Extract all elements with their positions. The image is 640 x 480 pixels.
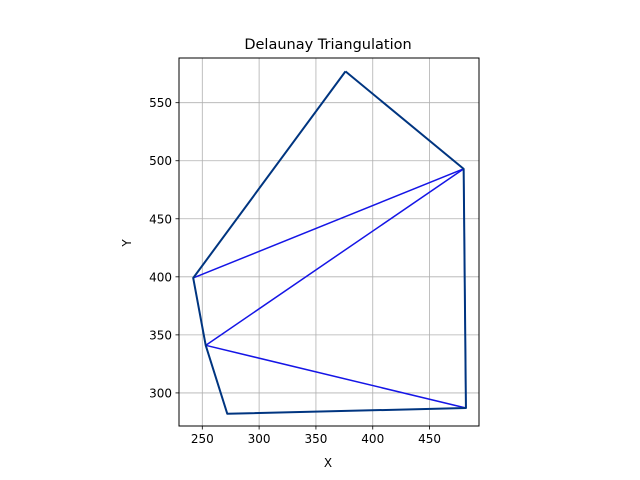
x-tick-label: 400 — [361, 432, 384, 446]
y-axis-label: Y — [120, 239, 134, 248]
y-tick-label: 400 — [149, 270, 172, 284]
hull-line — [192, 70, 467, 415]
y-tick-label: 550 — [149, 96, 172, 110]
y-tick-label: 450 — [149, 212, 172, 226]
triangulation-edge — [205, 168, 465, 346]
x-tick-label: 350 — [304, 432, 327, 446]
grid-lines — [179, 58, 479, 426]
x-tick-label: 300 — [248, 432, 271, 446]
y-tick-label: 500 — [149, 154, 172, 168]
convex-hull — [192, 70, 467, 415]
plot-area-frame — [178, 57, 480, 427]
chart-title: Delaunay Triangulation — [244, 37, 411, 53]
y-tick-label: 350 — [149, 328, 172, 342]
x-tick-label: 250 — [191, 432, 214, 446]
x-tick-label: 450 — [418, 432, 441, 446]
triangulation-edge — [205, 344, 467, 409]
axis-ticks: 250 300 350 400 450 300 350 400 450 500 550 — [149, 96, 441, 446]
triangulation-edge — [192, 168, 464, 279]
x-axis-label: X — [324, 456, 332, 470]
y-tick-label: 300 — [149, 386, 172, 400]
